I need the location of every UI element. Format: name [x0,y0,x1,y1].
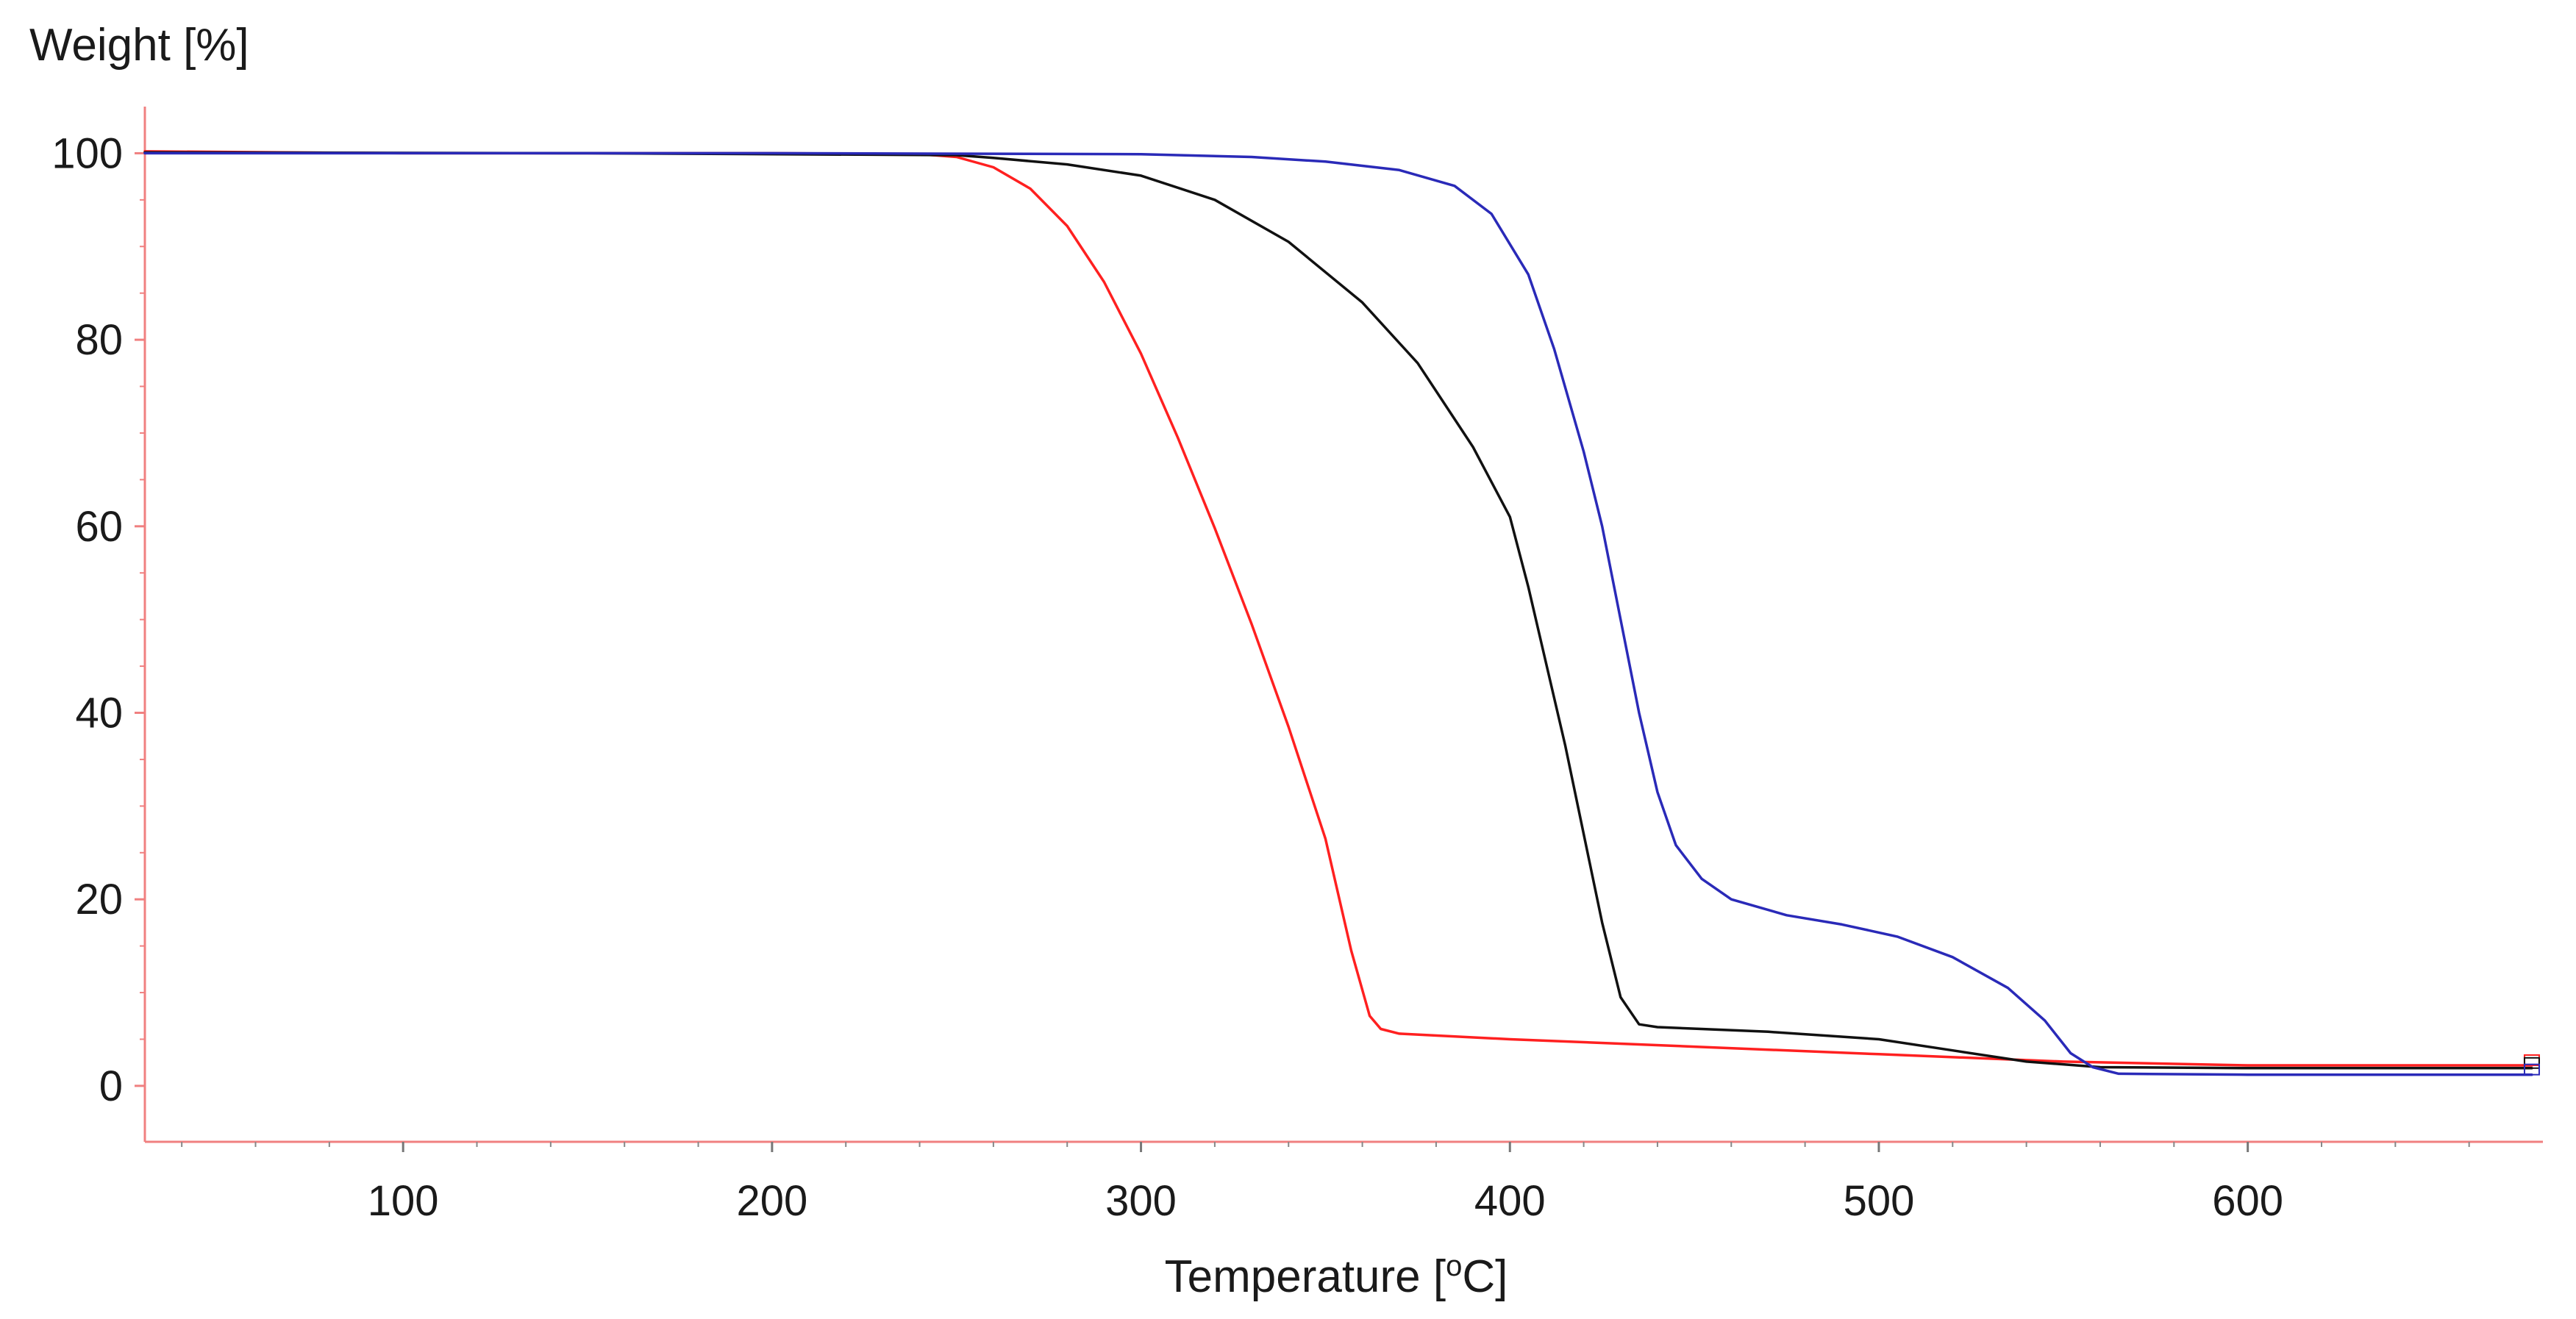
y-tick-label: 60 [75,503,123,551]
end-markers [2523,1054,2540,1076]
x-tick-label: 600 [2212,1177,2283,1225]
x-tick-label: 200 [736,1177,807,1225]
y-tick-label: 20 [75,876,123,923]
y-tick-label: 40 [75,690,123,737]
x-tick-label: 400 [1474,1177,1546,1225]
x-axis-title: Temperature [oC] [1165,1250,1508,1302]
x-ticks: 100 200 300 400 500 600 [181,1142,2470,1225]
series-group [143,150,2540,1076]
end-marker [2523,1057,2540,1069]
y-tick-label: 0 [99,1062,123,1110]
series-line-3 [143,151,2533,1076]
x-axis-title-end: C] [1462,1251,1508,1302]
x-axis-title-sup: o [1446,1250,1462,1282]
x-tick-label: 100 [368,1177,439,1225]
series-line-1 [143,150,2533,1067]
y-axis-title: Weight [%] [29,20,249,71]
axes [143,107,2543,1143]
x-tick-label: 300 [1105,1177,1177,1225]
x-axis-title-main: Temperature [ [1165,1251,1446,1302]
x-tick-label: 500 [1844,1177,1915,1225]
series-line-2 [143,151,2533,1070]
y-ticks: 0 20 40 60 80 100 [51,129,145,1110]
y-tick-label: 80 [75,316,123,364]
end-marker [2523,1063,2540,1076]
y-tick-label: 100 [51,129,123,177]
